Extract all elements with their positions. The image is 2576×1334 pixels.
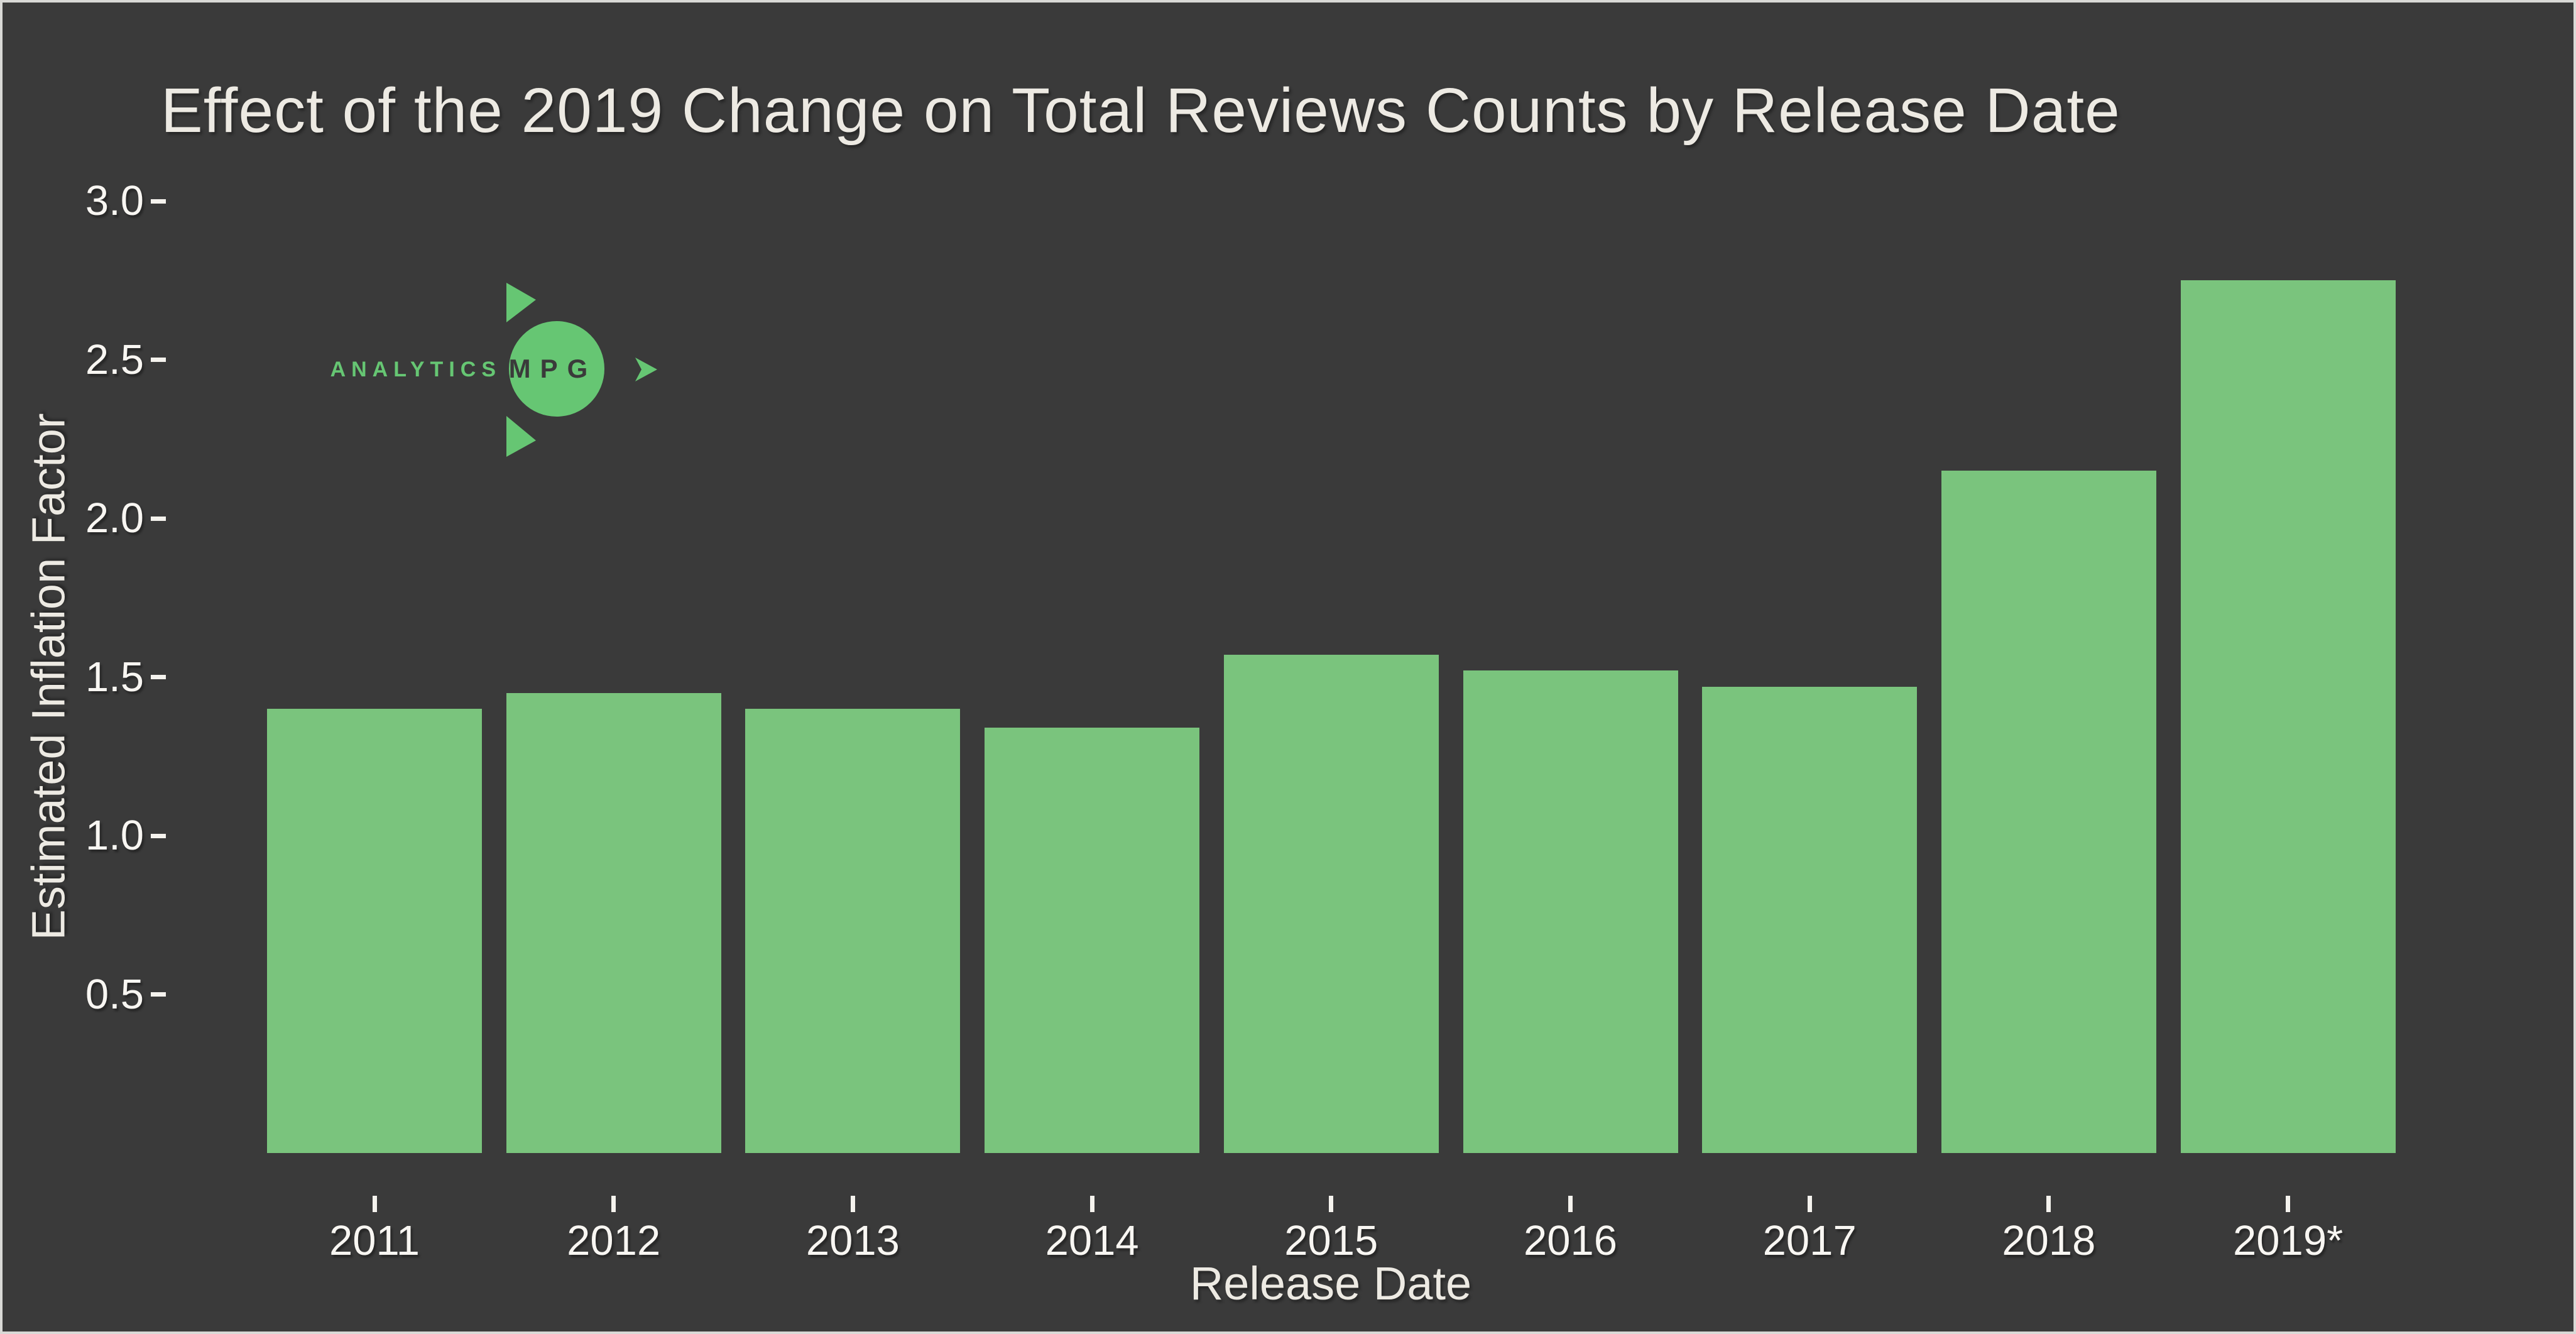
plot-area: 2011 2012 2013 2014 2015 2016 2017 2018 2019* 0.5…: [3, 3, 2573, 1331]
y-tick-label: 1.0: [85, 812, 144, 859]
bar: [1223, 655, 1439, 1153]
chart-title: Effect of the 2019 Change on Total Revie…: [161, 75, 2120, 146]
bar: [745, 709, 961, 1153]
logo-arrow-top-icon: [506, 283, 536, 322]
logo-badge-text: MPG: [509, 354, 598, 383]
y-tick-label: 0.5: [85, 970, 144, 1018]
y-tick-label: 2.5: [85, 336, 144, 383]
x-tick-label: 2016: [1523, 1217, 1618, 1264]
x-tick-label: 2014: [1045, 1217, 1139, 1264]
logo: ANALYTICS MPG: [330, 283, 657, 457]
bar: [1702, 687, 1918, 1153]
logo-arrow-bottom-icon: [506, 416, 536, 457]
y-tick-label: 2.0: [85, 495, 144, 542]
bar: [506, 693, 721, 1153]
x-tick-mark: [850, 1196, 855, 1212]
y-tick-mark: [151, 992, 166, 997]
x-tick-mark: [372, 1196, 377, 1212]
bar: [1941, 471, 2156, 1153]
x-tick-label: 2018: [2002, 1217, 2096, 1264]
x-tick-label: 2019*: [2233, 1217, 2344, 1264]
x-tick-mark: [2286, 1196, 2291, 1212]
bar: [985, 728, 1200, 1153]
x-tick-label: 2015: [1284, 1217, 1378, 1264]
y-tick-mark: [151, 516, 166, 521]
logo-wordmark: ANALYTICS: [330, 358, 501, 381]
y-tick-mark: [151, 833, 166, 838]
y-tick-label: 1.5: [85, 653, 144, 701]
x-tick-mark: [1807, 1196, 1812, 1212]
y-tick-mark: [151, 199, 166, 204]
x-tick-mark: [1089, 1196, 1094, 1212]
y-tick-label: 3.0: [85, 177, 144, 224]
x-tick-label: 2013: [805, 1217, 900, 1264]
bar: [1463, 670, 1678, 1153]
bar: [2180, 280, 2396, 1153]
x-axis-title: Release Date: [1189, 1257, 1472, 1309]
x-tick-label: 2012: [567, 1217, 661, 1264]
bar: [267, 709, 482, 1153]
logo-globe-icon: [509, 321, 604, 417]
x-tick-mark: [2046, 1196, 2051, 1212]
logo-arrow-right-icon: [635, 358, 657, 381]
x-tick-mark: [1568, 1196, 1573, 1212]
y-tick-mark: [151, 358, 166, 362]
y-tick-mark: [151, 675, 166, 679]
x-tick-label: 2011: [329, 1217, 420, 1264]
x-tick-mark: [1329, 1196, 1334, 1212]
x-tick-label: 2017: [1762, 1217, 1857, 1264]
x-tick-mark: [611, 1196, 616, 1212]
